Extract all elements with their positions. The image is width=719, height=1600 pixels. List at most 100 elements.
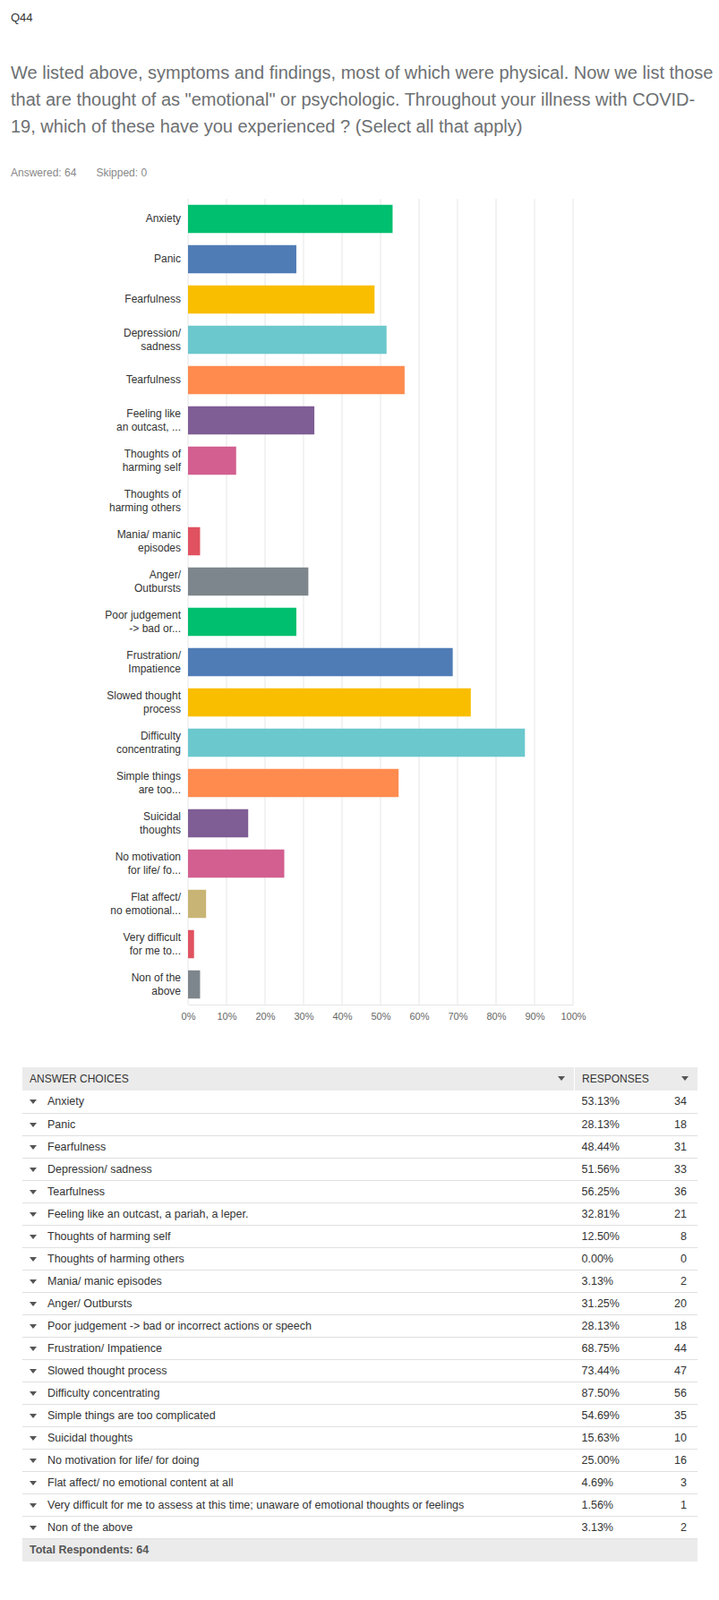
y-tick-label-line: Anxiety — [145, 212, 181, 225]
y-tick: Depression/sadness — [123, 326, 189, 352]
bar — [188, 205, 393, 234]
answer-count: 1 — [654, 1493, 698, 1516]
answer-label: Suicidal thoughts — [47, 1431, 133, 1445]
answer-label: Very difficult for me to assess at this … — [47, 1498, 464, 1512]
bar — [188, 285, 375, 315]
y-tick-label-line: Thoughts of — [124, 447, 182, 461]
y-tick-label: Feeling likean outcast, ... — [116, 407, 181, 433]
answer-percent: 3.13% — [574, 1269, 656, 1293]
y-tick-label-line: Outbursts — [134, 582, 181, 595]
y-tick: Non of theabove — [131, 971, 189, 997]
bar — [188, 527, 200, 557]
x-tick-label: 70% — [447, 1010, 468, 1022]
question-number: Q44 — [10, 10, 34, 25]
answer-count: 18 — [654, 1112, 698, 1136]
x-tick-label: 50% — [370, 1010, 391, 1022]
y-tick-label-line: sadness — [140, 340, 181, 353]
answer-percent: 54.69% — [574, 1403, 656, 1427]
y-tick-label: Slowed thoughtprocess — [106, 689, 181, 715]
answer-percent: 56.25% — [574, 1180, 656, 1203]
grid-line — [457, 198, 459, 1005]
total-respondents: Total Respondents: 64 — [22, 1538, 698, 1562]
y-tick-label-line: Slowed thought — [106, 689, 181, 702]
y-tick-label-line: are too... — [138, 783, 181, 797]
y-tick-label: No motivationfor life/ fo... — [115, 850, 181, 876]
bar — [188, 769, 399, 798]
x-tick-label: 60% — [409, 1010, 429, 1022]
y-tick: Very difficultfor me to... — [123, 931, 189, 957]
answer-label: Fearfulness — [47, 1140, 106, 1154]
y-tick-label: Frustration/Impatience — [126, 649, 181, 675]
x-tick-label: 0% — [181, 1010, 197, 1022]
x-tick-label: 30% — [293, 1010, 314, 1022]
grid-line — [496, 198, 497, 1005]
bar — [188, 728, 525, 758]
bar — [188, 406, 315, 436]
x-tick: 0% — [181, 1004, 197, 1022]
y-tick-label: Mania/ manicepisodes — [117, 528, 181, 554]
y-tick-label: Tearfulness — [126, 373, 181, 386]
x-tick: 30% — [293, 1004, 314, 1022]
answer-percent: 28.13% — [574, 1314, 656, 1337]
y-tick-label-line: above — [151, 984, 181, 998]
answer-percent: 87.50% — [574, 1381, 656, 1404]
x-tick: 40% — [332, 1004, 352, 1022]
y-tick: Anxiety — [145, 212, 189, 225]
bar — [188, 325, 387, 355]
bar — [188, 809, 249, 839]
answer-count: 0 — [654, 1247, 698, 1270]
y-tick-label-line: Poor judgement — [104, 608, 181, 622]
answered: Answered: 64 — [10, 166, 77, 180]
bar — [188, 245, 297, 274]
y-tick: Frustration/Impatience — [126, 649, 189, 675]
y-tick-label: Very difficultfor me to... — [123, 931, 182, 957]
x-tick: 100% — [560, 1004, 586, 1022]
y-tick-label: Anger/Outbursts — [134, 568, 182, 594]
bar — [188, 446, 237, 476]
answer-count: 21 — [654, 1202, 698, 1225]
header-responses: RESPONSES — [582, 1072, 650, 1086]
answer-label: Thoughts of harming others — [47, 1252, 185, 1266]
y-tick-label-line: concentrating — [116, 743, 181, 756]
x-tick: 80% — [486, 1004, 506, 1022]
x-axis-line — [188, 1004, 574, 1006]
x-tick: 50% — [370, 1004, 391, 1022]
answer-label: Panic — [47, 1118, 76, 1131]
answer-count: 33 — [654, 1157, 698, 1181]
y-tick-label: Non of theabove — [131, 971, 182, 997]
answer-label: No motivation for life/ for doing — [47, 1454, 200, 1467]
y-tick-label-line: -> bad or... — [128, 622, 181, 635]
y-tick-label-line: Suicidal — [143, 810, 181, 823]
answer-count: 31 — [654, 1135, 698, 1158]
answer-count: 44 — [654, 1336, 698, 1360]
answer-table: ANSWER CHOICESRESPONSESAnxiety53.13%34Pa… — [22, 1067, 698, 1562]
y-tick-label-line: No motivation — [115, 850, 181, 864]
y-tick-label-line: harming others — [109, 501, 181, 514]
answer-percent: 12.50% — [574, 1224, 656, 1248]
bar — [188, 970, 200, 1000]
answer-count: 20 — [654, 1292, 698, 1315]
y-tick-label-line: Mania/ manic — [117, 528, 181, 541]
answer-percent: 73.44% — [574, 1359, 656, 1382]
chart: 0%10%20%30%40%50%60%70%80%90%100%Anxiety… — [0, 179, 719, 1039]
answer-label: Depression/ sadness — [47, 1163, 153, 1176]
x-axis: 0%10%20%30%40%50%60%70%80%90%100% — [181, 1004, 587, 1022]
y-tick-label: Poor judgement-> bad or... — [104, 608, 181, 634]
answer-percent: 1.56% — [574, 1493, 656, 1516]
grid-line — [188, 198, 189, 1005]
y-tick-label-line: Very difficult — [123, 931, 182, 944]
y-tick-label: Difficultyconcentrating — [116, 729, 181, 755]
y-tick-label-line: Tearfulness — [126, 373, 181, 386]
bar — [188, 607, 297, 637]
answer-count: 18 — [654, 1314, 698, 1337]
y-tick-label-line: Feeling like — [126, 407, 181, 420]
y-tick: Panic — [154, 252, 189, 266]
answer-count: 8 — [654, 1224, 698, 1248]
x-tick: 60% — [409, 1004, 429, 1022]
answer-label: Slowed thought process — [47, 1364, 167, 1378]
x-tick-label: 100% — [560, 1010, 586, 1022]
answer-label: Non of the above — [47, 1521, 133, 1534]
y-tick-label-line: for life/ fo... — [128, 864, 181, 877]
grid-line — [226, 198, 228, 1005]
answer-percent: 32.81% — [574, 1202, 656, 1225]
